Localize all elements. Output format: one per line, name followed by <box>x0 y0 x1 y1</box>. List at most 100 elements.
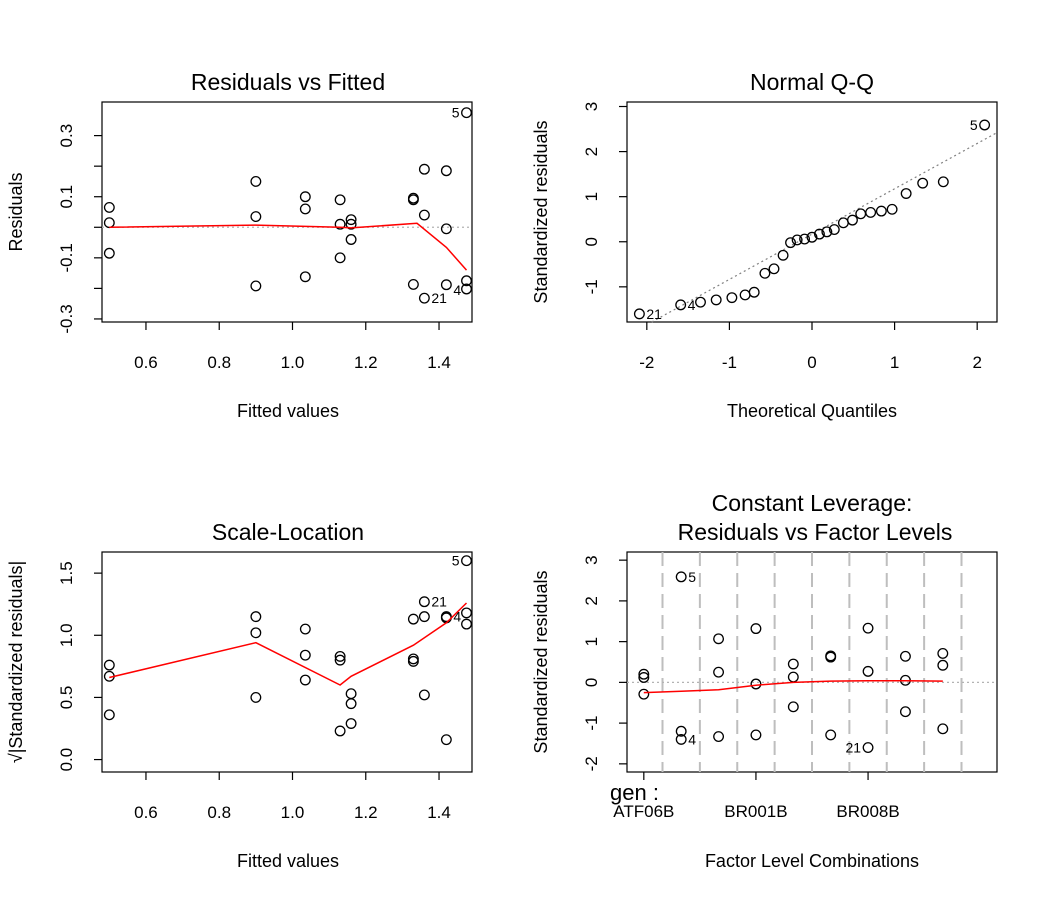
y-tick-label: 0.0 <box>57 748 76 772</box>
x-tick-label: 1.4 <box>427 803 451 822</box>
smoother-line <box>109 602 468 686</box>
point-id-label: 5 <box>688 569 696 585</box>
data-point <box>334 650 346 662</box>
data-point <box>334 194 346 206</box>
data-point <box>638 668 650 680</box>
y-tick-label: 0 <box>582 237 601 246</box>
data-point <box>299 623 311 635</box>
plot-frame <box>101 551 473 773</box>
data-point <box>799 233 811 245</box>
data-point <box>847 214 858 226</box>
data-point <box>440 165 452 177</box>
data-point <box>979 119 991 131</box>
data-point <box>638 672 650 683</box>
y-tick-label: 2 <box>582 147 601 156</box>
point-id-label: 21 <box>845 740 861 756</box>
y-tick-label: 3 <box>582 102 601 111</box>
panel-constant-leverage: Constant Leverage: Residuals vs Factor L… <box>531 490 998 871</box>
plot-frame <box>626 101 998 323</box>
data-point <box>937 176 949 188</box>
data-point <box>748 286 760 298</box>
smoother-line <box>109 222 468 271</box>
data-point <box>103 217 115 229</box>
panel-title: Normal Q-Q <box>750 69 874 95</box>
x-tick-label: 0.6 <box>134 353 158 372</box>
point-id-label: 4 <box>453 609 461 625</box>
data-point <box>299 674 311 686</box>
data-point <box>418 596 430 608</box>
y-axis-label: Residuals <box>6 172 26 251</box>
data-point <box>250 611 262 623</box>
point-id-label: 21 <box>431 594 447 610</box>
x-tick-label: BR008B <box>836 802 899 821</box>
data-point <box>899 706 911 718</box>
data-point <box>825 729 837 741</box>
data-point <box>750 623 762 635</box>
x-tick-label: 1.2 <box>354 803 378 822</box>
data-point <box>334 252 346 264</box>
data-point <box>821 226 833 238</box>
data-point <box>345 688 357 700</box>
data-point <box>299 649 311 661</box>
data-point <box>768 263 780 275</box>
y-tick-label: 1.0 <box>57 623 76 647</box>
data-point <box>862 665 874 677</box>
data-point <box>937 659 949 671</box>
x-tick-label: 1.2 <box>354 353 378 372</box>
data-point <box>407 613 419 625</box>
data-point <box>103 201 115 213</box>
data-point <box>713 666 725 678</box>
x-tick-label: BR001B <box>724 802 787 821</box>
point-id-label: 4 <box>453 282 461 298</box>
x-tick-label: 1.0 <box>281 803 305 822</box>
x-tick-label: 0.6 <box>134 803 158 822</box>
data-point <box>675 571 687 583</box>
x-axis-label: Factor Level Combinations <box>705 851 919 871</box>
y-tick-label: 3 <box>582 555 601 564</box>
data-point <box>299 271 311 283</box>
data-point <box>418 689 430 701</box>
data-point <box>418 209 430 221</box>
data-point <box>750 678 762 690</box>
data-point <box>759 267 771 279</box>
data-point <box>791 234 803 246</box>
data-point <box>250 211 262 223</box>
data-point <box>777 249 789 261</box>
y-axis-label: √|Standardized residuals| <box>6 561 26 763</box>
panel-title: Scale-Location <box>212 519 364 545</box>
data-point <box>461 107 472 119</box>
data-point <box>710 294 722 306</box>
panel-normal-qq: Normal Q-Q -2 -1 0 1 2 -1 0 1 2 3 5 21 4 Theoretical… <box>531 69 998 421</box>
data-point <box>828 224 840 236</box>
data-point <box>862 742 874 754</box>
panel-title: Constant Leverage: <box>712 490 913 516</box>
data-point <box>937 647 949 659</box>
data-point <box>334 725 346 737</box>
y-tick-label: -0.3 <box>57 304 76 333</box>
y-tick-label: 1 <box>582 192 601 201</box>
x-axis-label: Fitted values <box>237 851 339 871</box>
panel-residuals-vs-fitted: Residuals vs Fitted 0.6 0.8 1.0 1.2 1.4 -0.3 -… <box>6 69 473 421</box>
point-id-label: 21 <box>646 306 662 322</box>
plot-marks: 0.6 0.8 1.0 1.2 1.4 0.0 0.5 1.0 1.5 5 21 4 <box>57 553 472 822</box>
data-point <box>250 280 262 292</box>
point-id-label: 4 <box>688 297 696 313</box>
panel-scale-location: Scale-Location 0.6 0.8 1.0 1.2 1.4 0.0 0.5 1.0 1… <box>6 519 473 871</box>
panel-subtitle: Residuals vs Factor Levels <box>678 519 953 545</box>
data-point <box>900 188 912 199</box>
y-tick-label: 0.5 <box>57 686 76 710</box>
data-point <box>461 555 472 567</box>
x-tick-label: 1 <box>890 353 899 372</box>
data-point <box>695 296 706 308</box>
data-point <box>345 698 357 710</box>
data-point <box>937 723 949 735</box>
y-tick-label: -0.1 <box>57 243 76 272</box>
data-point <box>334 654 346 666</box>
x-tick-label: 0 <box>807 353 816 372</box>
data-point <box>103 659 115 671</box>
data-point <box>334 218 346 230</box>
data-point <box>299 203 311 215</box>
x-tick-label: 1.4 <box>427 353 451 372</box>
point-id-label: 5 <box>452 553 460 569</box>
